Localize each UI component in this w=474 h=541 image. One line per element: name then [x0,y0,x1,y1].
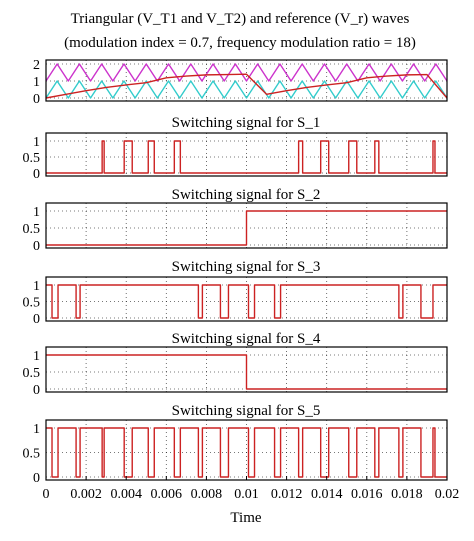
x-tick-label: 0.018 [391,487,423,502]
y-tick-label: 1 [33,349,40,364]
series-line-signal [46,210,447,246]
y-tick-label: 1 [33,205,40,220]
y-tick-label: 0.5 [23,151,41,166]
subplot-4: Switching signal for S_3 00.5 1 [23,259,448,327]
x-tick-label: 0.01 [234,487,259,502]
x-axis-label: Time [230,510,261,526]
subplot-title: Switching signal for S_3 [172,259,321,275]
axes-frame [45,202,448,249]
x-tick-label: 0.02 [435,487,460,502]
series-line-signal [46,140,447,174]
x-tick-label: 0 [43,487,50,502]
series-line-signal [46,284,447,319]
series-line-signal [46,427,447,478]
axes-frame [45,276,448,322]
x-tick-label: 0.014 [311,487,343,502]
y-tick-label: 0.5 [23,447,41,462]
x-tick-label: 0.012 [271,487,303,502]
y-tick-label: 0 [33,471,40,486]
figure-title-line2: (modulation index = 0.7, frequency modul… [64,35,416,51]
y-tick-label: 0 [33,239,40,254]
x-tick-label: 0.002 [70,487,102,502]
series-line-v-t2 [45,80,448,99]
subplot-1: 0 1 2 [33,58,448,107]
x-tick-label: 0.016 [351,487,383,502]
y-tick-label: 0 [33,167,40,182]
y-tick-label: 1 [33,135,40,150]
x-tick-label: 0.004 [110,487,142,502]
y-tick-label: 1 [33,279,40,294]
axes-frame [45,346,448,393]
subplot-5: Switching signal for S_4 0 0.5 1 [23,331,448,398]
series-line-v-r [45,73,448,99]
subplot-title: Switching signal for S_5 [172,403,321,419]
series-line-signal [46,354,447,390]
series-line-v-t1 [45,63,448,82]
subplot-6: Switching signal for S_5 0 0.5 1 0 0.002 0.004… [23,403,460,502]
y-tick-label: 0 [33,312,40,327]
y-tick-label: 0 [33,92,40,107]
y-tick-label: 0.5 [23,296,41,311]
subplot-title: Switching signal for S_1 [172,115,321,131]
figure-title-line1: Triangular (V_T1 and V_T2) and reference… [71,11,410,27]
x-tick-label: 0.008 [191,487,223,502]
y-tick-label: 1 [33,75,40,90]
y-tick-label: 2 [33,58,40,73]
subplot-title: Switching signal for S_4 [172,331,321,347]
axes-frame [45,59,448,102]
y-tick-label: 1 [33,422,40,437]
subplot-2: Switching signal for S_1 00.51 [23,115,448,182]
y-tick-label: 0.5 [23,366,41,381]
subplot-title: Switching signal for S_2 [172,187,321,203]
y-tick-label: 0 [33,383,40,398]
x-tick-label: 0.006 [151,487,183,502]
y-tick-label: 0.5 [23,222,41,237]
axes-frame [45,132,448,177]
subplot-3: Switching signal for S_2 0 0.5 1 [23,187,448,254]
